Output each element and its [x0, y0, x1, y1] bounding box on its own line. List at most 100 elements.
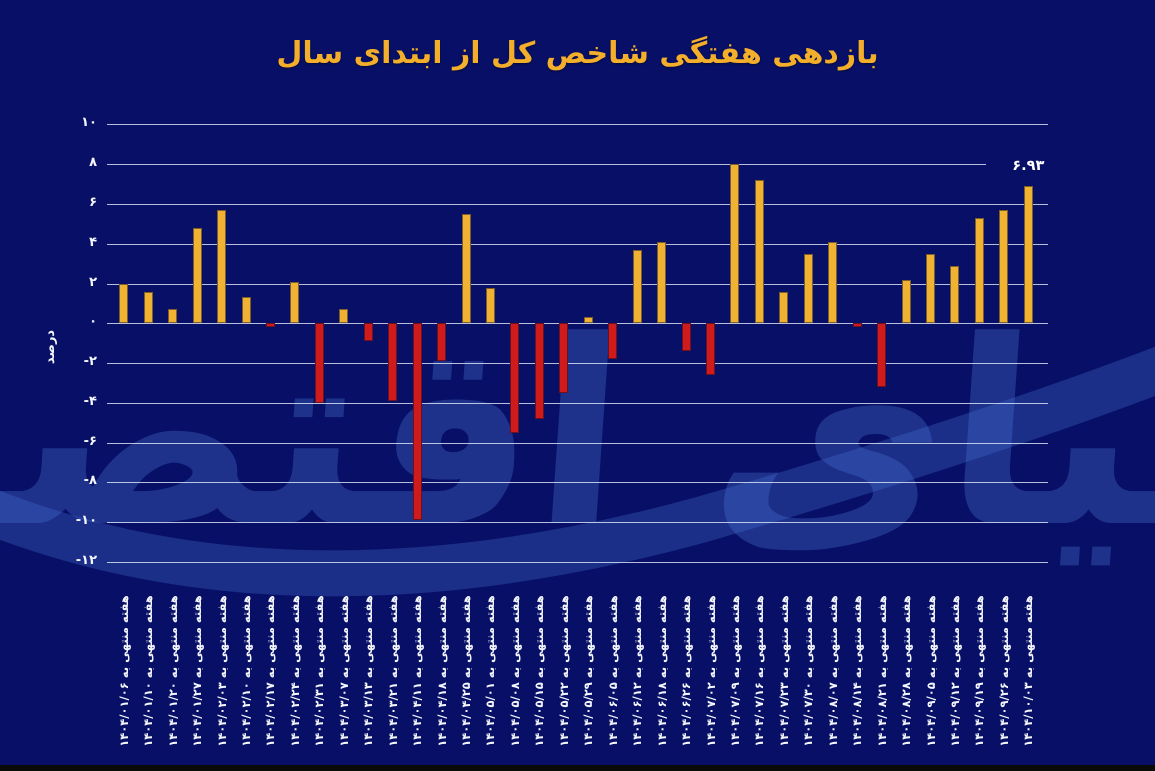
bar: [217, 209, 226, 324]
gridline: [107, 323, 1048, 325]
bar: [803, 253, 813, 324]
x-axis-tick-label: هفته منتهی به ۱۴۰۴/۰۲/۲۴: [287, 595, 302, 747]
gridline: [107, 124, 1048, 126]
bar: [363, 323, 373, 342]
bottom-letterbox-bar: [0, 765, 1155, 771]
x-axis-tick-label: هفته منتهی به ۱۴۰۴/۰۶/۲۶: [679, 595, 693, 747]
x-axis-tick-label: هفته منتهی به ۱۴۰۴/۰۵/۲۲: [556, 595, 571, 747]
bar: [534, 323, 544, 419]
gridline: [107, 204, 1048, 205]
gridline: [107, 243, 1048, 245]
x-axis-tick-label: هفته منتهی به ۱۴۰۴/۰۳/۰۷: [336, 595, 351, 747]
x-axis-tick-label: هفته منتهی به ۱۴۰۴/۰۵/۰۸: [507, 595, 522, 747]
bar: [510, 323, 520, 433]
bar: [730, 164, 740, 324]
bar: [901, 279, 911, 324]
x-axis-tick-label: هفته منتهی به ۱۴۰۴/۰۲/۱۰: [239, 595, 253, 747]
bar: [950, 265, 960, 324]
x-axis-tick-label: هفته منتهی به ۱۴۰۴/۰۱/۱۰: [141, 595, 156, 747]
y-axis-tick-label: -۸: [83, 473, 97, 489]
bar: [632, 249, 642, 324]
bar: [608, 323, 618, 360]
gridline: [107, 164, 1048, 166]
gridline: [107, 363, 1048, 365]
bar: [485, 287, 495, 324]
bar: [412, 323, 422, 521]
bar: [926, 253, 935, 324]
x-axis-tick-label: هفته منتهی به ۱۴۰۴/۰۵/۲۹: [581, 595, 596, 747]
bar: [1023, 185, 1033, 324]
x-axis-tick-label: هفته منتهی به ۱۴۰۴/۰۱/۲۷: [190, 595, 205, 747]
bar: [779, 291, 789, 324]
x-axis-tick-label: هفته منتهی به ۱۴۰۴/۰۶/۱۲: [630, 595, 645, 747]
bar: [559, 323, 569, 393]
x-axis-tick-label: هفته منتهی به ۱۴۰۴/۰۹/۰۵: [923, 595, 938, 747]
x-axis-tick-label: هفته منتهی به ۱۴۰۴/۰۶/۱۸: [654, 595, 669, 747]
x-axis-tick-label: هفته منتهی به ۱۴۰۴/۰۱/۲۰: [165, 595, 180, 747]
bar: [828, 241, 838, 324]
bar: [461, 213, 471, 324]
bar: [437, 323, 446, 362]
last-bar-value-label: ۶.۹۳: [986, 156, 1071, 175]
y-axis-tick-label: ۰: [89, 314, 97, 330]
x-axis-tick-label: هفته منتهی به ۱۴۰۴/۰۷/۳۰: [801, 595, 816, 747]
bar: [290, 281, 300, 324]
x-axis-tick-label: هفته منتهی به ۱۴۰۴/۰۳/۱۳: [361, 595, 376, 747]
bar: [314, 323, 324, 403]
bar: [143, 291, 153, 324]
x-axis-tick-label: هفته منتهی به ۱۴۰۴/۰۶/۰۵: [605, 595, 620, 747]
gridline: [107, 442, 1048, 444]
bar: [168, 309, 178, 324]
x-axis-tick-label: هفته منتهی به ۱۴۰۴/۰۴/۱۱: [410, 595, 425, 747]
bar: [241, 297, 251, 324]
bar: [388, 323, 398, 401]
y-axis-tick-label: -۲: [83, 354, 97, 370]
x-axis-tick-label: هفته منتهی به ۱۴۰۴/۰۹/۲۶: [996, 595, 1011, 747]
x-axis-tick-label: هفته منتهی به ۱۴۰۴/۰۷/۰۲: [703, 595, 718, 747]
x-axis-tick-label: هفته منتهی به ۱۴۰۴/۰۱/۰۶: [116, 595, 131, 747]
bar: [706, 323, 715, 375]
x-axis-tick-label: هفته منتهی به ۱۴۰۴/۰۹/۱۲: [947, 595, 962, 747]
x-axis-tick-label: هفته منتهی به ۱۴۰۴/۰۷/۱۶: [752, 595, 767, 747]
y-axis-tick-label: -۶: [83, 433, 97, 449]
bar: [657, 241, 667, 324]
y-axis-tick-label: ۴: [89, 234, 97, 250]
x-axis-tick-label: هفته منتهی به ۱۴۰۴/۰۲/۱۷: [263, 595, 278, 747]
y-axis-tick-label: -۱۲: [75, 553, 97, 568]
y-axis-tick-label: ۸: [89, 155, 97, 171]
y-axis-tick-label: ۶: [89, 195, 97, 210]
bar: [999, 209, 1009, 324]
x-axis-tick-label: هفته منتهی به ۱۴۰۴/۰۴/۲۵: [459, 595, 473, 747]
gridline: [107, 402, 1048, 404]
bar: [265, 323, 275, 328]
x-axis-tick-label: هفته منتهی به ۱۴۰۴/۰۲/۳۱: [312, 595, 327, 747]
bar: [877, 323, 887, 387]
x-axis-tick-label: هفته منتهی به ۱۴۰۴/۰۵/۱۵: [532, 595, 547, 747]
x-axis-tick-label: هفته منتهی به ۱۴۰۴/۱۰/۰۳: [1021, 595, 1036, 747]
x-axis-tick-label: هفته منتهی به ۱۴۰۴/۰۷/۰۹: [727, 595, 742, 747]
y-axis-tick-label: ۲: [89, 274, 97, 290]
y-axis-tick-label: ۱۰: [81, 115, 97, 131]
x-axis-tick-label: هفته منتهی به ۱۴۰۴/۰۸/۱۴: [850, 595, 865, 747]
chart-title: بازدهی هفتگی شاخص کل از ابتدای سال: [276, 36, 879, 71]
gridline: [107, 562, 1048, 563]
bar: [339, 309, 349, 324]
bar: [192, 227, 202, 324]
gridline: [107, 283, 1048, 285]
x-axis-tick-label: هفته منتهی به ۱۴۰۴/۰۲/۰۳: [214, 595, 229, 747]
y-axis-tick-label: -۱۰: [75, 513, 97, 529]
x-axis-tick-label: هفته منتهی به ۱۴۰۴/۰۸/۰۷: [825, 595, 840, 747]
x-axis-tick-label: هفته منتهی به ۱۴۰۴/۰۸/۲۱: [874, 595, 889, 747]
bar: [119, 283, 129, 324]
bar: [681, 323, 691, 352]
bar: [754, 180, 764, 324]
x-axis-tick-label: هفته منتهی به ۱۴۰۴/۰۵/۰۱: [483, 595, 498, 747]
x-axis-tick-label: هفته منتهی به ۱۴۰۴/۰۸/۲۸: [899, 595, 913, 747]
x-axis-tick-label: هفته منتهی به ۱۴۰۴/۰۴/۱۸: [434, 595, 449, 747]
gridline: [107, 522, 1048, 524]
x-axis-tick-label: هفته منتهی به ۱۴۰۴/۰۹/۱۹: [972, 595, 987, 747]
x-axis-tick-label: هفته منتهی به ۱۴۰۴/۰۷/۲۳: [776, 595, 791, 747]
y-axis-tick-label: -۴: [83, 393, 97, 409]
x-axis-tick-label: هفته منتهی به ۱۴۰۴/۰۳/۲۱: [385, 595, 400, 747]
